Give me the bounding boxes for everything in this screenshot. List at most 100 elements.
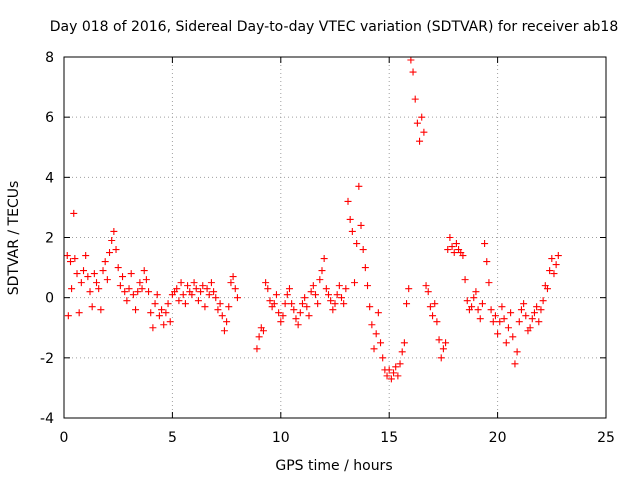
data-point	[110, 227, 118, 235]
data-point	[483, 258, 491, 266]
data-point	[550, 270, 558, 278]
data-point	[173, 285, 181, 293]
data-point	[390, 369, 398, 377]
data-point	[294, 321, 302, 329]
x-tick-label: 5	[168, 430, 177, 446]
data-point	[214, 306, 222, 314]
data-point	[197, 288, 205, 296]
data-point	[179, 291, 187, 299]
data-point	[205, 291, 213, 299]
data-point	[342, 285, 350, 293]
data-point	[450, 249, 458, 257]
data-point	[448, 243, 456, 251]
data-point	[303, 303, 311, 311]
data-point	[442, 339, 450, 347]
data-point	[216, 300, 224, 308]
data-point	[355, 182, 363, 190]
data-point	[530, 309, 538, 317]
data-point	[207, 279, 215, 287]
data-point	[385, 366, 393, 374]
data-point	[136, 279, 144, 287]
data-point	[463, 297, 471, 305]
data-point	[320, 255, 328, 263]
data-point	[379, 354, 387, 362]
data-point	[431, 300, 439, 308]
data-point	[528, 315, 536, 323]
data-point	[311, 291, 319, 299]
data-point	[132, 306, 140, 314]
data-point	[418, 113, 426, 121]
data-point	[509, 333, 517, 341]
y-tick-label: 8	[45, 50, 54, 66]
data-point	[392, 363, 400, 371]
data-point	[160, 321, 168, 329]
data-point	[316, 276, 324, 284]
data-point	[387, 375, 395, 383]
data-point	[502, 339, 510, 347]
data-point	[259, 327, 267, 335]
data-point	[264, 285, 272, 293]
data-point	[446, 234, 454, 241]
data-point	[433, 318, 441, 326]
data-point	[435, 336, 443, 344]
data-point	[396, 360, 404, 368]
data-point	[188, 291, 196, 299]
data-point	[444, 246, 452, 254]
data-point	[338, 294, 346, 302]
data-point	[229, 273, 237, 281]
data-point	[114, 264, 122, 272]
data-point	[472, 288, 480, 296]
x-tick-label: 25	[597, 430, 615, 446]
data-point	[145, 288, 153, 296]
data-point	[151, 300, 159, 308]
data-point	[359, 246, 367, 254]
data-point	[223, 318, 231, 326]
data-point	[487, 306, 495, 314]
data-point	[233, 294, 241, 302]
data-point	[125, 285, 133, 293]
data-point	[422, 282, 430, 290]
data-point	[199, 282, 207, 290]
data-point	[134, 288, 142, 296]
y-axis-label: SDTVAR / TECUs	[6, 181, 22, 296]
data-point	[266, 297, 274, 305]
data-point	[277, 318, 285, 326]
data-point	[335, 282, 343, 290]
data-point	[63, 252, 71, 260]
data-point	[292, 315, 300, 323]
data-point	[68, 285, 76, 293]
data-point	[366, 303, 374, 311]
data-point	[116, 282, 124, 290]
data-point	[513, 348, 521, 356]
data-point	[142, 276, 150, 284]
data-point	[383, 372, 391, 380]
data-point	[192, 285, 200, 293]
data-point	[370, 345, 378, 353]
data-point	[227, 279, 235, 287]
data-point	[407, 56, 415, 64]
data-point	[283, 291, 291, 299]
data-point	[121, 288, 129, 296]
data-point	[184, 282, 192, 290]
data-point	[478, 300, 486, 308]
data-point	[426, 303, 434, 311]
data-point	[481, 240, 489, 248]
data-point	[290, 306, 298, 314]
data-point	[357, 221, 365, 229]
x-tick-label: 20	[489, 430, 507, 446]
data-point	[298, 300, 306, 308]
chart-title: Day 018 of 2016, Sidereal Day-to-day VTE…	[50, 19, 619, 35]
data-point	[162, 309, 170, 317]
data-point	[108, 237, 116, 245]
ticks-layer: 0 5 10 15 20 25 -4 -2 0 2 4 6 8	[40, 50, 615, 446]
data-point	[364, 282, 372, 290]
data-point	[470, 294, 478, 302]
data-point	[461, 276, 469, 284]
data-point	[468, 303, 476, 311]
data-point	[177, 279, 185, 287]
data-point	[296, 309, 304, 317]
data-point	[149, 324, 157, 332]
data-point	[394, 372, 402, 380]
data-point	[231, 285, 239, 293]
